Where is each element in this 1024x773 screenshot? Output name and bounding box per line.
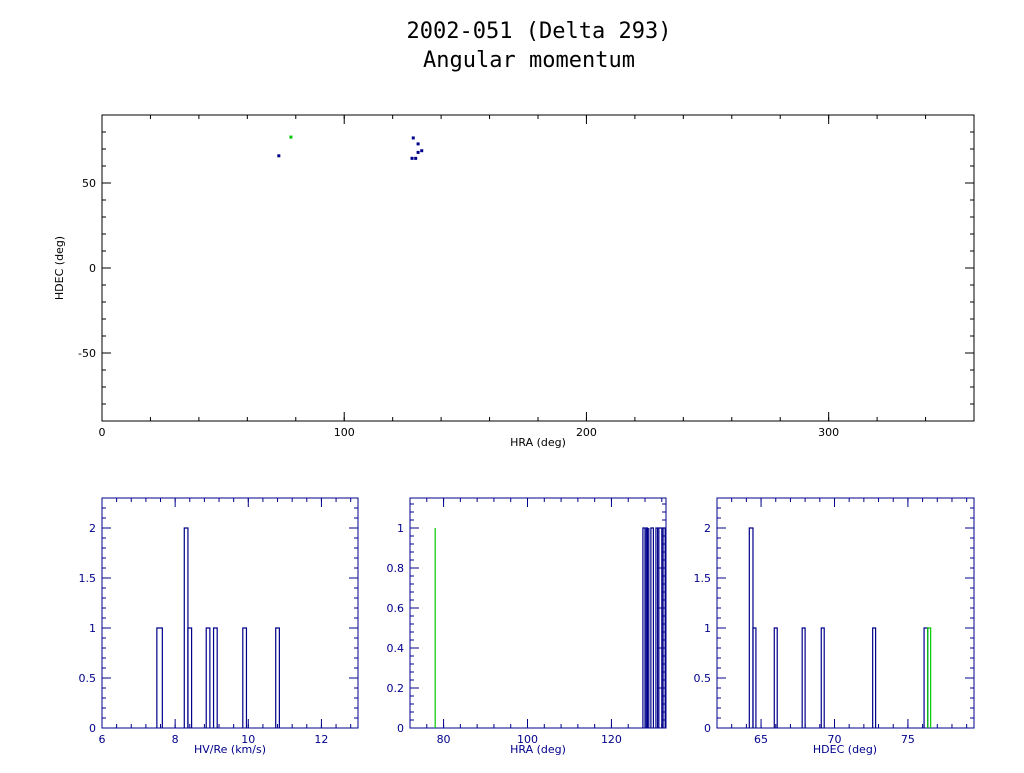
x-tick-label: 120 — [601, 733, 622, 746]
x-tick-label: 300 — [818, 426, 839, 439]
histogram-bar — [650, 527, 655, 728]
y-tick-label: 1 — [89, 622, 96, 635]
histogram-bar — [752, 627, 757, 728]
y-tick-label: 0 — [89, 722, 96, 735]
x-tick-label: 70 — [827, 733, 841, 746]
chart-title-line2: Angular momentum — [423, 48, 635, 73]
y-tick-label: 0.8 — [387, 562, 405, 575]
scatter-point — [411, 136, 415, 140]
hist-hra-xlabel: HRA (deg) — [510, 743, 566, 756]
hist-hv-xlabel: HV/Re (km/s) — [194, 743, 266, 756]
histogram-bar — [275, 627, 280, 728]
histogram-bar — [645, 527, 649, 728]
histogram-bar — [187, 627, 193, 728]
y-tick-label: 1.5 — [694, 572, 712, 585]
histogram-bar — [872, 627, 877, 728]
histogram-panel-hra: 80 100 120 0 0.2 0.4 0.6 0.8 1 — [387, 497, 667, 746]
y-tick-label: 1.5 — [79, 572, 97, 585]
histogram-bar — [662, 527, 666, 728]
y-tick-label: 1 — [704, 622, 711, 635]
histogram-panel-hv: 6 8 10 12 0 0.5 1 1.5 2 — [79, 497, 359, 746]
scatter-point — [416, 150, 420, 154]
y-tick-label: 2 — [704, 522, 711, 535]
histogram-bar — [658, 527, 663, 728]
scatter-point — [420, 149, 424, 153]
hist-hdec-xlabel: HDEC (deg) — [813, 743, 877, 756]
histogram-bar — [156, 627, 163, 728]
histogram-bar — [212, 627, 218, 728]
histogram-bar — [927, 627, 932, 728]
x-tick-label: 8 — [172, 733, 179, 746]
scatter-panel-hra-hdec: 0 100 200 300 -50 0 50 — [78, 114, 975, 439]
x-tick-label: 65 — [754, 733, 768, 746]
x-tick-label: 12 — [314, 733, 328, 746]
scatter-ylabel: HDEC (deg) — [53, 236, 66, 300]
y-tick-label: -50 — [78, 347, 96, 360]
scatter-point — [277, 154, 281, 158]
histogram-bar — [801, 627, 806, 728]
y-tick-label: 2 — [89, 522, 96, 535]
histogram-bar — [205, 627, 211, 728]
y-tick-label: 0.4 — [387, 642, 405, 655]
plot-frame — [101, 497, 359, 729]
histogram-bar — [820, 627, 825, 728]
histogram-bar — [642, 527, 646, 728]
x-tick-label: 100 — [517, 733, 538, 746]
x-tick-label: 200 — [576, 426, 597, 439]
histogram-bar — [655, 527, 659, 728]
histogram-bar — [773, 627, 778, 728]
plot-frame — [716, 497, 975, 729]
y-tick-label: 0.5 — [79, 672, 97, 685]
y-tick-label: 0.5 — [694, 672, 712, 685]
scatter-point — [410, 156, 414, 160]
y-tick-label: 1 — [397, 522, 404, 535]
histogram-panel-hdec: 65 70 75 0 0.5 1 1.5 2 — [694, 497, 975, 746]
x-tick-label: 0 — [99, 426, 106, 439]
scatter-point — [289, 135, 293, 139]
chart-title-line1: 2002-051 (Delta 293) — [407, 19, 672, 44]
plot-frame — [101, 114, 975, 422]
x-tick-label: 80 — [437, 733, 451, 746]
x-tick-label: 6 — [99, 733, 106, 746]
y-tick-label: 0 — [704, 722, 711, 735]
x-tick-label: 75 — [901, 733, 915, 746]
scatter-point — [414, 156, 418, 160]
x-tick-label: 100 — [334, 426, 355, 439]
y-tick-label: 0 — [89, 262, 96, 275]
plot-frame — [409, 497, 667, 729]
histogram-bar — [242, 627, 248, 728]
y-tick-label: 50 — [82, 177, 96, 190]
x-tick-label: 10 — [241, 733, 255, 746]
scatter-xlabel: HRA (deg) — [510, 436, 566, 449]
scatter-point — [416, 142, 420, 146]
y-tick-label: 0 — [397, 722, 404, 735]
y-tick-label: 0.2 — [387, 682, 405, 695]
y-tick-label: 0.6 — [387, 602, 405, 615]
